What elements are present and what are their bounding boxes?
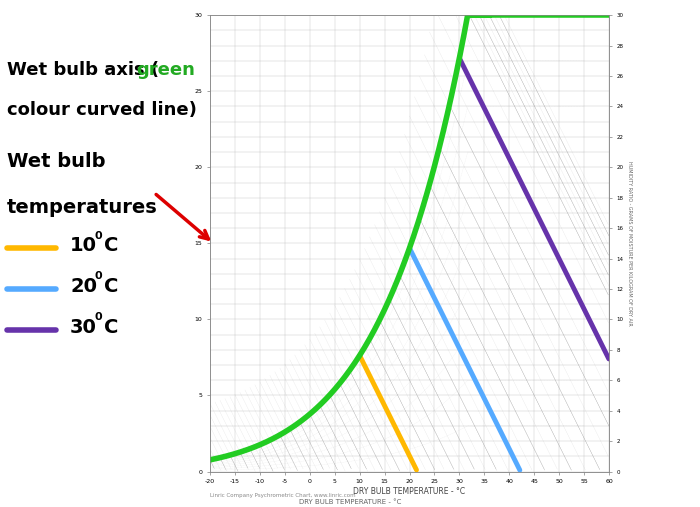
Text: 0: 0 <box>94 271 102 281</box>
Text: Wet bulb axis (: Wet bulb axis ( <box>7 61 159 79</box>
Text: 0: 0 <box>94 312 102 322</box>
Text: 0: 0 <box>94 231 102 241</box>
Text: temperatures: temperatures <box>7 198 158 216</box>
Y-axis label: HUMIDITY RATIO - GRAMS OF MOISTURE PER KILOGRAM OF DRY AIR: HUMIDITY RATIO - GRAMS OF MOISTURE PER K… <box>627 161 632 325</box>
Text: DRY BULB TEMPERATURE - °C: DRY BULB TEMPERATURE - °C <box>299 499 401 505</box>
Text: 30: 30 <box>70 317 97 337</box>
X-axis label: DRY BULB TEMPERATURE - °C: DRY BULB TEMPERATURE - °C <box>354 487 466 496</box>
Text: 10: 10 <box>70 236 97 256</box>
Text: C: C <box>104 277 119 296</box>
Text: C: C <box>104 317 119 337</box>
Text: 20: 20 <box>70 277 97 296</box>
Text: Wet bulb: Wet bulb <box>7 152 106 171</box>
Text: Linric Company Psychrometric Chart, www.linric.com: Linric Company Psychrometric Chart, www.… <box>210 493 356 498</box>
Text: colour curved line): colour curved line) <box>7 101 197 120</box>
Text: green: green <box>136 61 195 79</box>
Text: C: C <box>104 236 119 256</box>
